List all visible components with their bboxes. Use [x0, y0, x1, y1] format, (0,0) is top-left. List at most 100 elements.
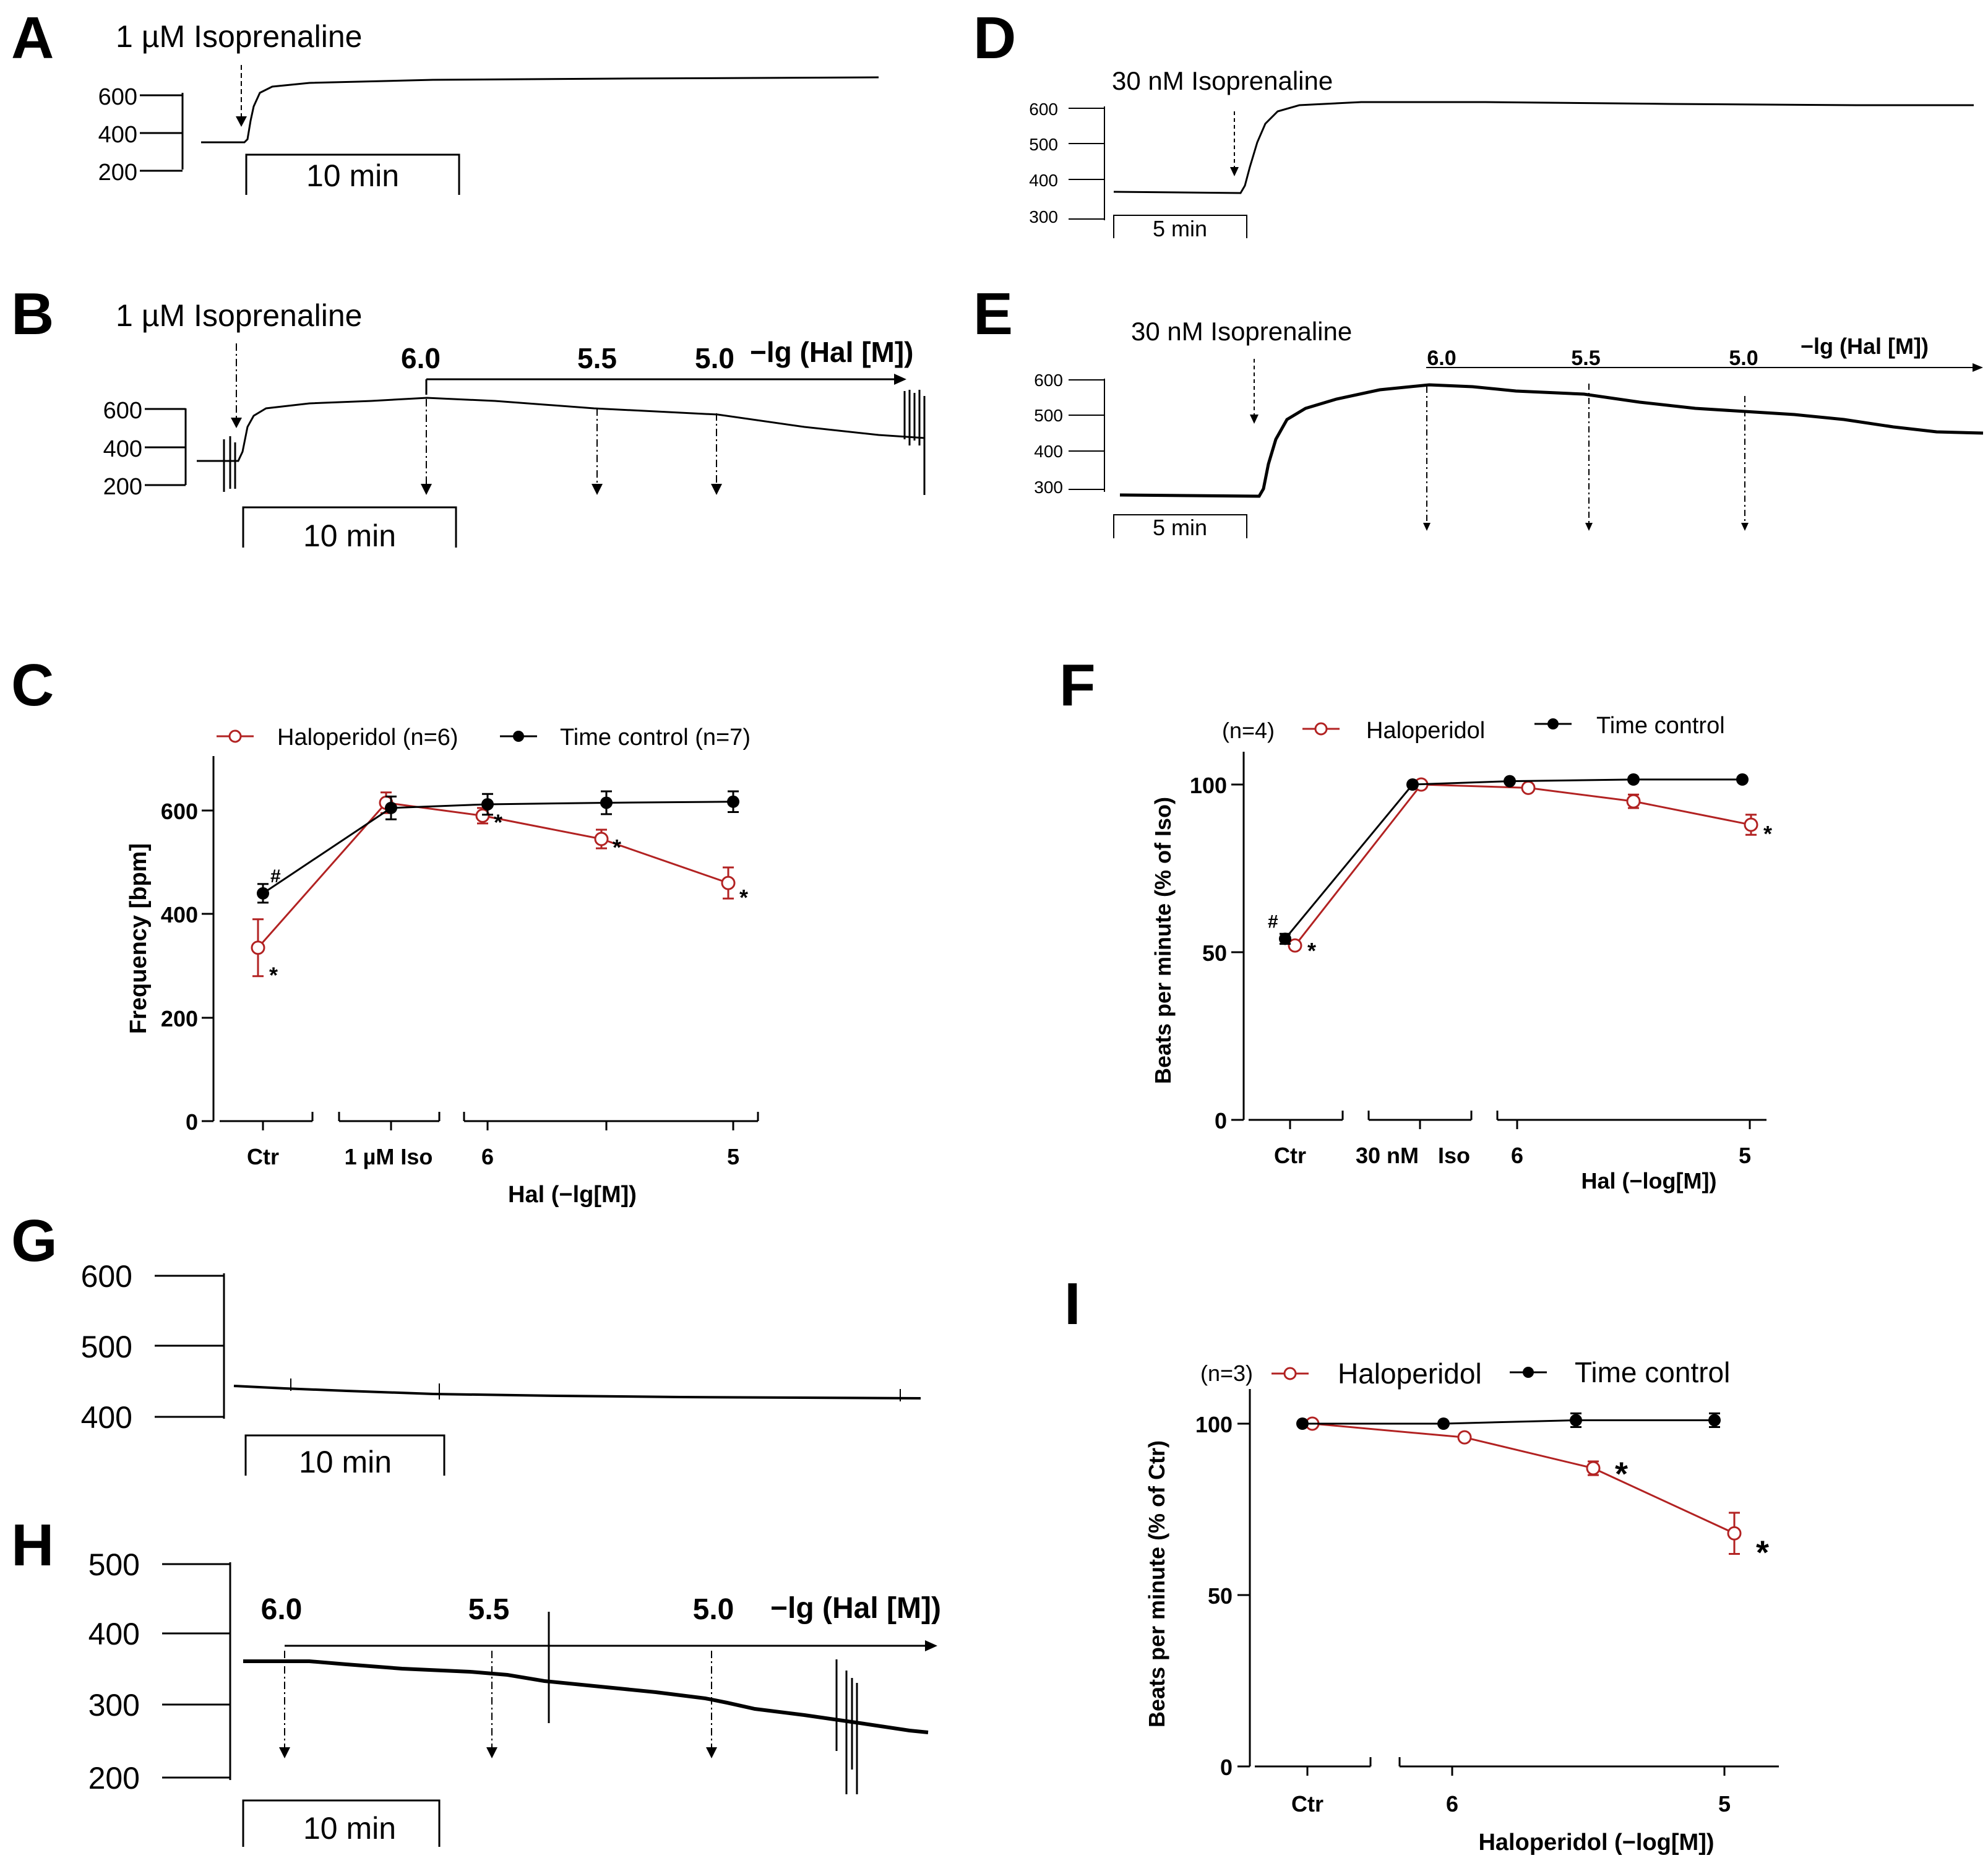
data-point-haloperidol [1457, 1430, 1472, 1445]
panel-i-x-axis-label: Haloperidol (−log[M]) [1478, 1830, 1714, 1856]
panel-b-ytick-label: 600 [103, 398, 142, 424]
legend-label-haloperidol: Haloperidol [1338, 1357, 1482, 1390]
panel-label-e: E [973, 281, 1013, 347]
significance-star: * [613, 835, 621, 860]
panel-c-ytick-label: 0 [186, 1109, 198, 1135]
panel-b-artifacts [223, 390, 926, 495]
panel-h-conc-axis-label: −lg (Hal [M]) [770, 1592, 941, 1625]
panel-h-conc-axis-arrowhead [925, 1640, 937, 1651]
panel-h-conc-label: 6.0 [261, 1593, 303, 1626]
panel-i-xtick-label: Ctr [1291, 1791, 1323, 1817]
panel-d-time-scale-bar [1113, 215, 1247, 238]
data-point-time-control [481, 798, 494, 811]
panel-h: H 500 400 300 200 6.0 5.5 5.0 −lg (Hal [… [11, 1512, 941, 1847]
panel-b-trace [197, 397, 926, 462]
panel-b-time-scale-label: 10 min [303, 518, 396, 553]
panel-a: A 1 µM Isoprenaline 600 400 200 10 min [11, 5, 879, 195]
panel-i-x-ticks [1306, 1766, 1726, 1776]
legend-marker-haloperidol [1314, 722, 1328, 736]
data-point-haloperidol [251, 940, 265, 955]
panel-i-data-marks: ** [1296, 1412, 1769, 1572]
panel-f-ytick-label: 100 [1190, 773, 1227, 798]
panel-i-x-axis-segments [1255, 1757, 1779, 1768]
panel-h-artifacts [548, 1612, 858, 1794]
series-line-haloperidol [601, 838, 729, 884]
data-point-time-control [727, 795, 739, 808]
panel-b-conc-axis-label: −lg (Hal [M]) [750, 336, 913, 368]
data-point-time-control [1627, 773, 1640, 786]
panel-h-time-scale-label: 10 min [303, 1811, 396, 1846]
panel-d-trace [1113, 101, 1974, 194]
panel-c-xtick-label: 1 µM Iso [345, 1144, 433, 1169]
panel-g-ytick-label: 600 [81, 1259, 132, 1294]
panel-b-arrowhead [231, 418, 242, 428]
panel-label-c: C [11, 652, 54, 718]
panel-h-conc-label: 5.5 [468, 1593, 510, 1626]
data-point-time-control [1279, 932, 1291, 945]
panel-c-xtick-label: 5 [727, 1144, 739, 1169]
series-line-control [1412, 780, 1510, 786]
series-line-haloperidol [1421, 783, 1529, 789]
data-point-haloperidol [1744, 817, 1758, 832]
data-point-time-control [1504, 775, 1516, 788]
data-point-haloperidol [1288, 938, 1302, 953]
data-point-time-control [257, 887, 269, 900]
panel-e-arrowhead [1250, 415, 1259, 424]
panel-d-ytick-label: 300 [1029, 207, 1058, 226]
panel-i-ytick-label: 50 [1208, 1583, 1233, 1609]
significance-star: * [494, 810, 502, 835]
legend-label-time-control: Time control (n=7) [560, 725, 751, 751]
data-point-time-control [1296, 1417, 1309, 1430]
panel-e-time-scale-label: 5 min [1153, 515, 1207, 540]
panel-b: B 1 µM Isoprenaline 600 400 200 6.0 5.5 … [11, 281, 926, 553]
panel-e: E 30 nM Isoprenaline 600 500 400 300 6.0… [973, 281, 1984, 540]
series-line-haloperidol [385, 801, 483, 817]
significance-star: * [1763, 821, 1772, 846]
significance-star: * [1615, 1455, 1628, 1492]
data-point-haloperidol [721, 875, 736, 890]
panel-d-ytick-label: 400 [1029, 171, 1058, 190]
panel-f-x-axis-label: Hal (−log[M]) [1581, 1168, 1717, 1194]
series-line-control [1509, 778, 1634, 783]
panel-f-x-ticks [1289, 1120, 1751, 1129]
panel-i: I (n=3) Haloperidol Time control 0 50 10… [1064, 1271, 1779, 1856]
panel-g-ytick-label: 400 [81, 1400, 132, 1435]
panel-f-xtick-label: Iso [1438, 1143, 1470, 1168]
legend-marker-time-control [513, 731, 524, 742]
panel-h-time-scale-bar [242, 1799, 441, 1847]
data-point-haloperidol [1626, 794, 1641, 809]
data-point-time-control [600, 796, 613, 809]
panel-d-time-scale-label: 5 min [1153, 216, 1207, 241]
panel-e-ytick-label: 500 [1034, 406, 1063, 425]
panel-c-y-axis-label: Frequency [bpm] [126, 843, 152, 1034]
panel-c-x-axis-segments [220, 1112, 759, 1122]
legend-label-time-control: Time control [1575, 1356, 1730, 1388]
data-point-time-control [1437, 1417, 1450, 1430]
series-line-haloperidol [1294, 784, 1422, 947]
panel-e-conc-axis-arrowhead [1973, 363, 1983, 372]
series-line-haloperidol [482, 814, 602, 840]
panel-b-ytick-label: 400 [103, 436, 142, 462]
panel-e-ytick-label: 600 [1034, 371, 1063, 390]
legend-n-label: (n=3) [1200, 1361, 1253, 1386]
panel-c-data-marks: * * * * # [251, 790, 748, 988]
legend-marker-time-control [1523, 1367, 1534, 1378]
data-point-time-control [1736, 773, 1749, 786]
data-point-time-control [1708, 1414, 1721, 1427]
panel-label-a: A [11, 5, 54, 71]
panel-b-conc-label: 6.0 [401, 342, 441, 374]
significance-star: * [269, 963, 278, 988]
panel-h-trace [243, 1659, 929, 1734]
panel-g-artifacts [290, 1378, 901, 1401]
panel-i-y-axis-label: Beats per minute (% of Ctr) [1144, 1440, 1169, 1727]
panel-b-dose-arrowheads [421, 484, 722, 495]
series-line-haloperidol [1633, 800, 1752, 826]
legend-label-time-control: Time control [1596, 713, 1725, 739]
legend-label-haloperidol: Haloperidol (n=6) [277, 725, 458, 751]
panel-h-ytick-label: 500 [88, 1547, 140, 1582]
panel-f-legend: (n=4) Haloperidol Time control [1222, 713, 1725, 744]
significance-hash: # [1268, 911, 1278, 932]
panel-a-ytick-label: 600 [98, 84, 137, 110]
legend-label-haloperidol: Haloperidol [1366, 718, 1485, 744]
panel-a-arrowhead [236, 116, 247, 127]
